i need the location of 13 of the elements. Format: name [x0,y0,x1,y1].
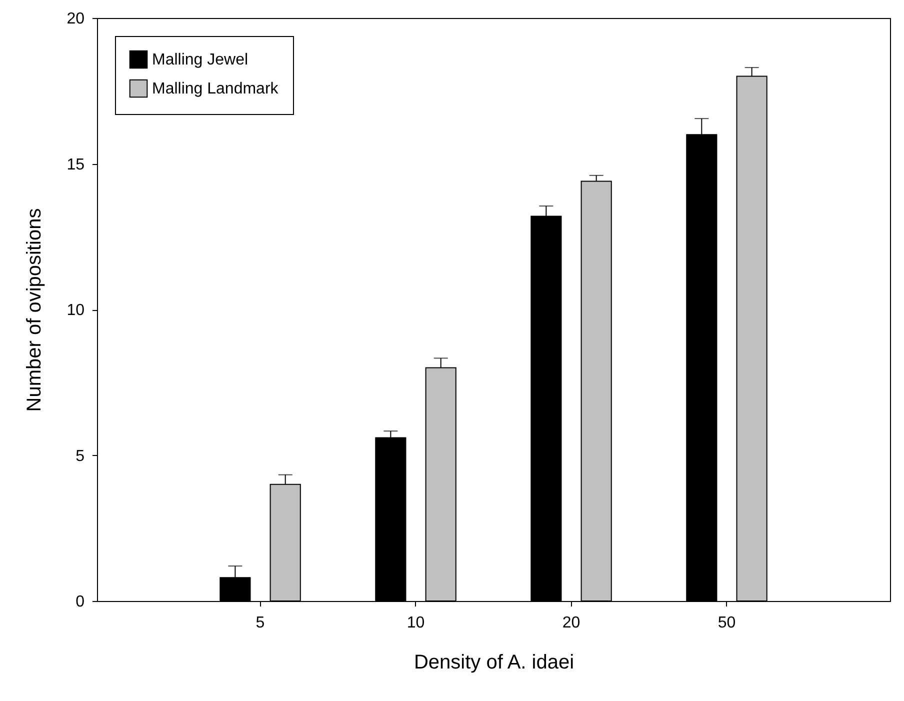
x-tick-label: 50 [718,614,736,632]
x-axis-title: Density of A. idaei [414,652,574,674]
x-tick-label: 20 [562,614,580,632]
y-tick-label: 5 [76,448,85,465]
y-tick-label: 15 [66,156,85,174]
legend-label: Malling Jewel [152,52,248,68]
x-tick-label: 10 [406,614,425,632]
y-tick-label: 10 [66,302,85,319]
x-tick-label: 5 [256,614,265,632]
y-tick-label: 0 [76,594,85,610]
y-tick-label: 20 [66,10,85,28]
legend-label: Malling Landmark [152,80,280,98]
y-axis-title: Number of ovipositions [24,208,46,412]
